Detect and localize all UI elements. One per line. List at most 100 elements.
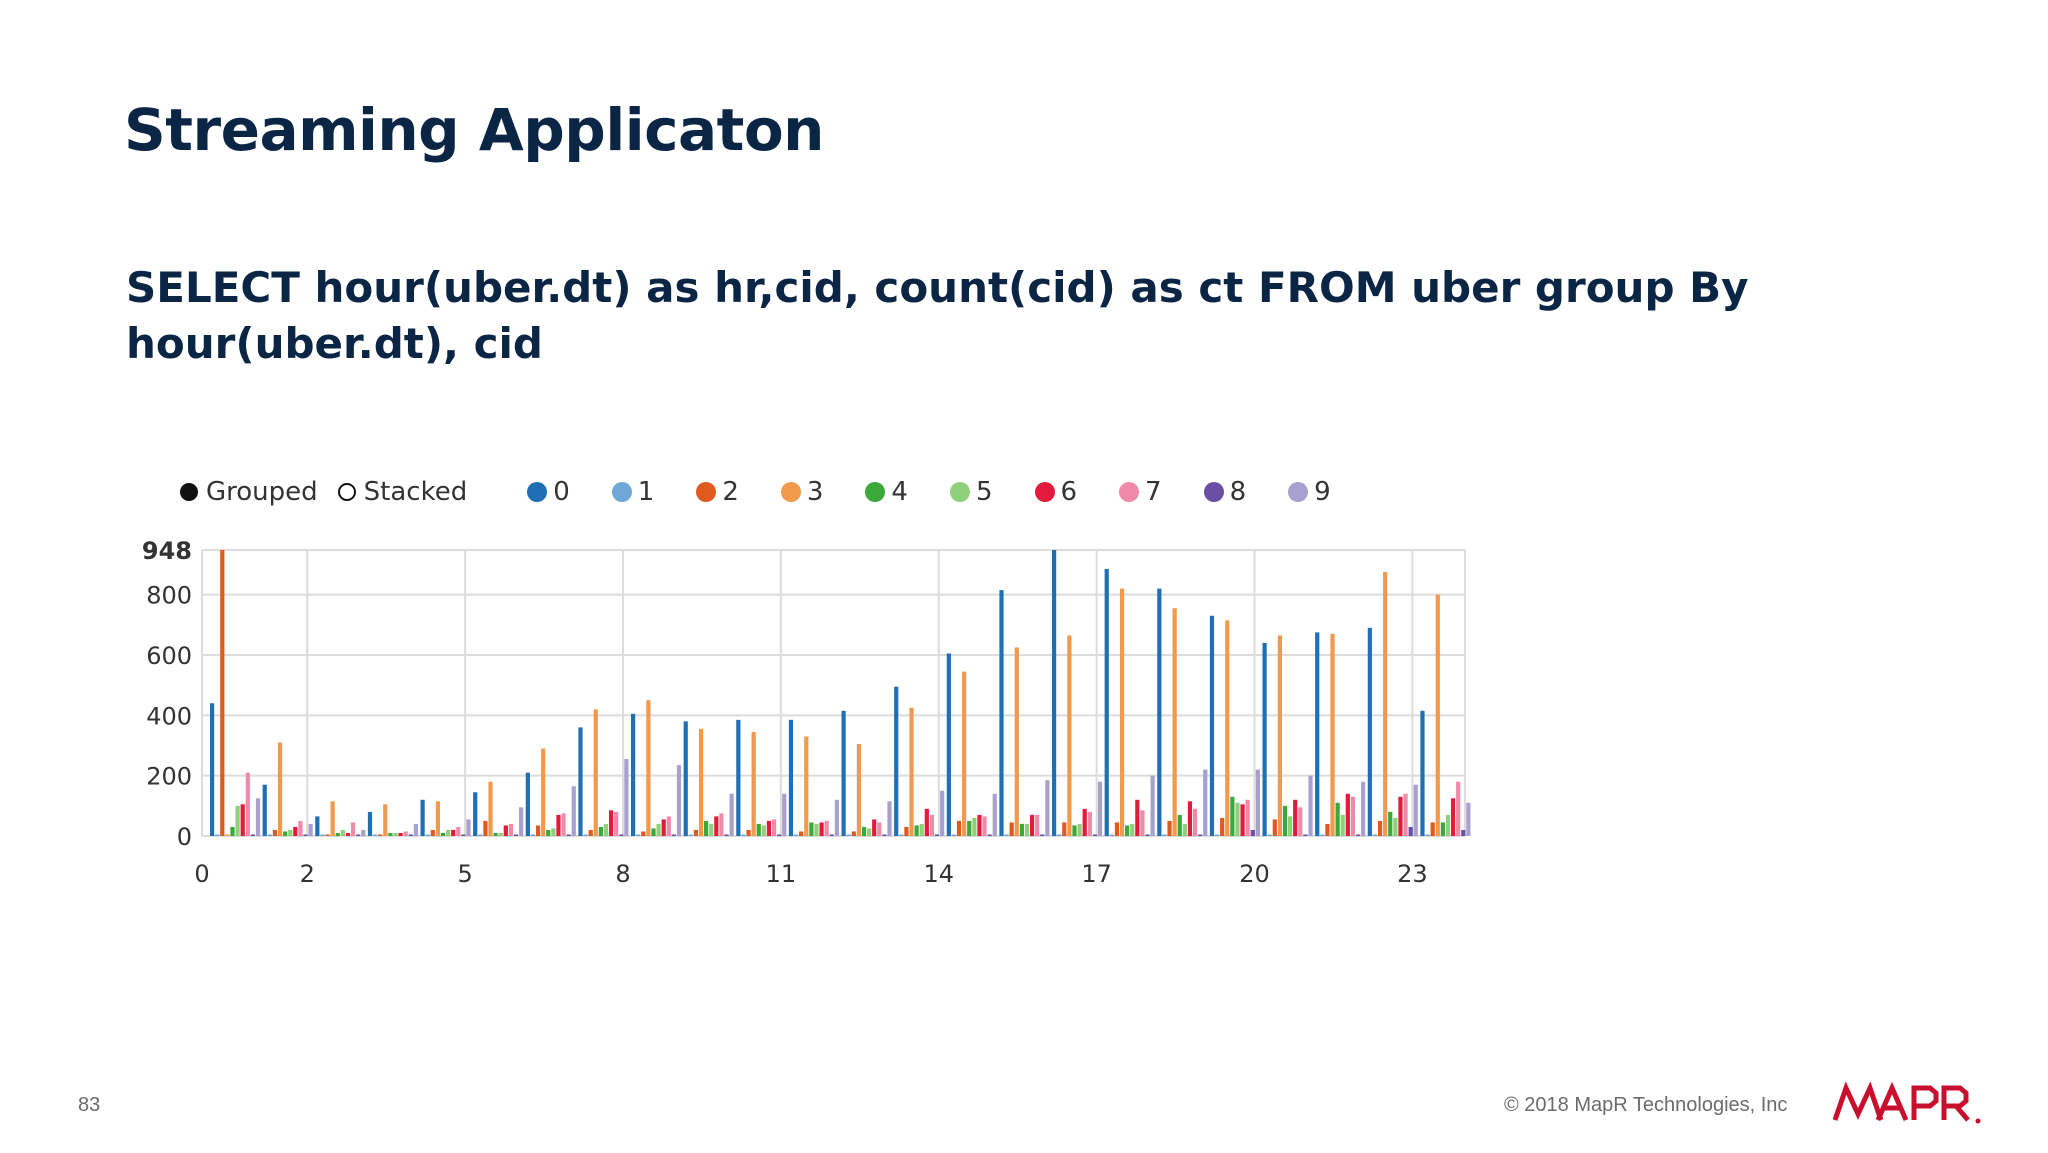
bar-series-8-hour-19 — [1250, 829, 1255, 836]
bar-series-8-hour-15 — [1040, 834, 1045, 836]
bar-series-6-hour-2 — [345, 832, 351, 836]
legend-swatch-icon — [696, 482, 717, 502]
bar-series-9-hour-3 — [413, 823, 418, 836]
bar-series-7-hour-22 — [1403, 793, 1408, 836]
bar-series-8-hour-6 — [566, 834, 571, 836]
bar-series-5-hour-22 — [1393, 817, 1398, 836]
bar-series-1-hour-18 — [1162, 834, 1167, 836]
bar-series-0-hour-22 — [1367, 627, 1372, 836]
bar-series-9-hour-4 — [466, 819, 471, 836]
bar-series-7-hour-14 — [982, 816, 987, 836]
y-tick-label: 0 — [177, 823, 192, 851]
bar-series-0-hour-16 — [1052, 550, 1057, 836]
bar-series-1-hour-13 — [899, 834, 904, 836]
bar-series-5-hour-21 — [1340, 814, 1345, 836]
bar-series-6-hour-5 — [503, 825, 508, 836]
bar-series-4-hour-5 — [493, 832, 498, 836]
bar-series-2-hour-10 — [746, 829, 751, 836]
bar-series-2-hour-16 — [1062, 822, 1067, 836]
bar-series-5-hour-16 — [1077, 823, 1082, 836]
bar-series-8-hour-8 — [671, 834, 676, 836]
bar-series-9-hour-8 — [676, 765, 682, 836]
bar-series-3-hour-15 — [1014, 647, 1019, 836]
bar-series-5-hour-10 — [761, 825, 766, 836]
bar-series-6-hour-18 — [1187, 801, 1193, 836]
chart-legend: Grouped Stacked 0 1 2 3 4 5 6 7 8 9 — [180, 474, 1373, 510]
bar-series-1-hour-1 — [267, 834, 272, 836]
bar-series-8-hour-1 — [303, 834, 308, 836]
bar-series-2-hour-15 — [1009, 822, 1014, 836]
copyright-text: © 2018 MapR Technologies, Inc — [1504, 1094, 1788, 1116]
legend-swatch-icon — [1034, 482, 1055, 502]
bar-series-9-hour-23 — [1466, 802, 1471, 836]
legend-item-series-3[interactable]: 3 — [780, 477, 823, 507]
legend-item-series-5[interactable]: 5 — [949, 477, 993, 507]
legend-swatch-icon — [527, 482, 548, 502]
bar-series-7-hour-9 — [719, 813, 724, 836]
bar-series-1-hour-15 — [1004, 834, 1009, 836]
stacked-option[interactable]: Stacked — [337, 477, 468, 507]
bar-series-1-hour-16 — [1057, 834, 1062, 836]
bar-series-8-hour-23 — [1461, 829, 1466, 836]
bar-series-3-hour-8 — [646, 700, 651, 836]
bar-series-0-hour-5 — [473, 792, 478, 836]
bar-series-6-hour-12 — [872, 819, 877, 836]
bar-series-4-hour-6 — [546, 829, 551, 836]
bar-series-2-hour-8 — [641, 831, 646, 836]
bar-series-9-hour-17 — [1150, 775, 1155, 836]
bar-series-5-hour-5 — [498, 832, 503, 836]
bar-series-4-hour-16 — [1072, 825, 1077, 836]
bar-series-3-hour-9 — [698, 728, 704, 836]
bar-series-3-hour-0 — [225, 834, 230, 836]
bar-series-7-hour-5 — [508, 823, 514, 836]
bar-series-8-hour-12 — [882, 834, 887, 836]
bar-series-5-hour-7 — [603, 823, 609, 836]
y-tick-label: 600 — [146, 642, 192, 670]
x-tick-label: 23 — [1397, 860, 1428, 888]
bar-series-3-hour-23 — [1435, 594, 1440, 836]
legend-item-series-0[interactable]: 0 — [527, 477, 570, 507]
bar-series-8-hour-4 — [461, 834, 466, 836]
bar-series-3-hour-22 — [1383, 572, 1388, 836]
bar-series-0-hour-4 — [420, 799, 425, 836]
bar-series-7-hour-0 — [245, 772, 250, 836]
grouped-option[interactable]: Grouped — [180, 477, 318, 507]
bar-series-2-hour-13 — [904, 826, 909, 836]
bar-series-5-hour-11 — [814, 823, 819, 836]
legend-item-series-1[interactable]: 1 — [611, 477, 654, 507]
bar-series-3-hour-6 — [541, 748, 546, 836]
bar-series-8-hour-10 — [777, 834, 782, 836]
bar-series-3-hour-2 — [330, 801, 335, 836]
bar-series-7-hour-1 — [298, 820, 303, 836]
bar-series-6-hour-7 — [608, 810, 614, 836]
legend-label: 7 — [1145, 477, 1162, 507]
bar-series-1-hour-11 — [793, 834, 799, 836]
bar-series-3-hour-3 — [383, 804, 388, 836]
bar-series-8-hour-2 — [356, 834, 361, 836]
legend-item-series-4[interactable]: 4 — [865, 477, 908, 507]
bar-series-9-hour-18 — [1203, 769, 1208, 836]
bar-series-4-hour-7 — [598, 826, 603, 836]
bar-series-2-hour-4 — [430, 829, 435, 836]
bar-series-4-hour-1 — [283, 831, 288, 836]
x-tick-label: 11 — [766, 860, 797, 888]
legend-label: 8 — [1229, 477, 1247, 507]
legend-item-series-2[interactable]: 2 — [696, 477, 739, 507]
bar-series-3-hour-19 — [1225, 620, 1230, 836]
bar-series-3-hour-7 — [593, 709, 598, 836]
bar-series-8-hour-14 — [987, 834, 992, 836]
legend-item-series-9[interactable]: 9 — [1288, 477, 1331, 507]
legend-item-series-7[interactable]: 7 — [1119, 477, 1162, 507]
bar-series-0-hour-19 — [1209, 615, 1215, 836]
mapr-logo — [1832, 1082, 1981, 1124]
bar-series-7-hour-16 — [1087, 811, 1092, 836]
stacked-label: Stacked — [363, 477, 468, 507]
bar-series-0-hour-11 — [788, 719, 794, 836]
bar-series-5-hour-4 — [446, 829, 451, 836]
bar-series-7-hour-8 — [666, 816, 671, 836]
x-tick-label: 8 — [615, 860, 630, 888]
bar-series-8-hour-21 — [1355, 834, 1361, 836]
legend-item-series-8[interactable]: 8 — [1203, 477, 1247, 507]
legend-item-series-6[interactable]: 6 — [1034, 477, 1077, 507]
bar-series-9-hour-5 — [519, 807, 524, 836]
